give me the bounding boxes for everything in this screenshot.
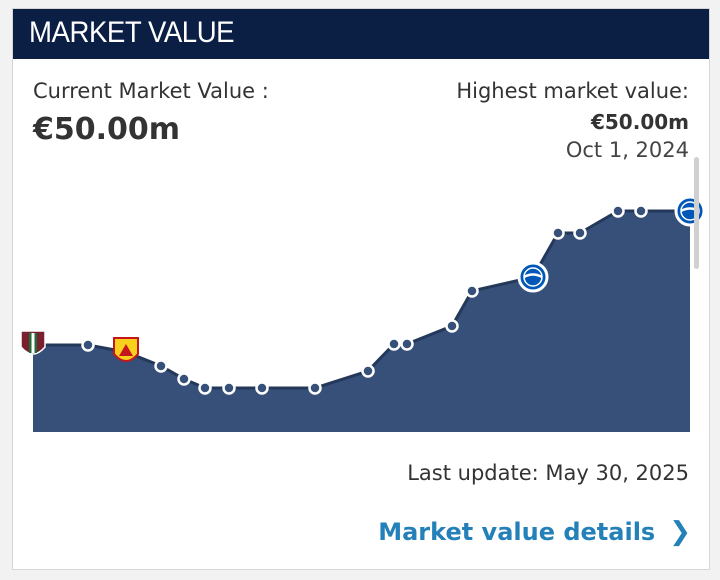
current-market-value: €50.00m: [33, 112, 181, 147]
chart-point[interactable]: [361, 364, 375, 378]
last-update-text: Last update: May 30, 2025: [407, 461, 689, 485]
chevron-right-icon: ❯: [669, 517, 691, 547]
highest-market-value-label: Highest market value:: [456, 79, 689, 103]
chart-point[interactable]: [634, 204, 648, 218]
chart-point[interactable]: [400, 337, 414, 351]
chart-point[interactable]: [387, 337, 401, 351]
highest-market-value: €50.00m: [590, 110, 689, 134]
highest-market-value-date: Oct 1, 2024: [565, 138, 689, 162]
market-value-card: MARKET VALUE Current Market Value : €50.…: [12, 8, 710, 570]
chart-area: [33, 211, 690, 432]
market-value-chart[interactable]: [13, 9, 711, 449]
market-value-details-link[interactable]: Market value details ❯: [378, 517, 691, 547]
watford-crest-icon[interactable]: [113, 337, 139, 362]
chart-point[interactable]: [81, 338, 95, 352]
chart-point[interactable]: [611, 204, 625, 218]
chart-point[interactable]: [573, 226, 587, 240]
brighton-crest-icon[interactable]: [517, 261, 549, 293]
chart-point[interactable]: [198, 381, 212, 395]
chart-point[interactable]: [465, 284, 479, 298]
chart-scrollbar[interactable]: [694, 157, 699, 269]
details-link-label: Market value details: [378, 518, 656, 546]
chart-point[interactable]: [177, 372, 191, 386]
card-title: MARKET VALUE: [29, 16, 235, 49]
card-header: MARKET VALUE: [13, 9, 709, 59]
chart-point[interactable]: [308, 381, 322, 395]
chart-point[interactable]: [222, 381, 236, 395]
chart-point[interactable]: [154, 359, 168, 373]
chart-point[interactable]: [445, 319, 459, 333]
chart-point[interactable]: [551, 226, 565, 240]
fluminense-crest-icon[interactable]: [20, 330, 46, 355]
brighton-crest-icon[interactable]: [674, 195, 706, 227]
chart-point[interactable]: [255, 381, 269, 395]
current-market-value-label: Current Market Value :: [33, 79, 269, 103]
